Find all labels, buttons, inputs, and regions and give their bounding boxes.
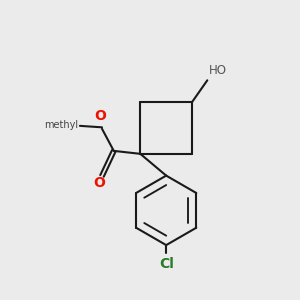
Text: methyl: methyl xyxy=(44,120,79,130)
Text: O: O xyxy=(94,109,106,123)
Text: Cl: Cl xyxy=(159,257,174,271)
Text: O: O xyxy=(93,176,105,190)
Text: HO: HO xyxy=(209,64,227,77)
